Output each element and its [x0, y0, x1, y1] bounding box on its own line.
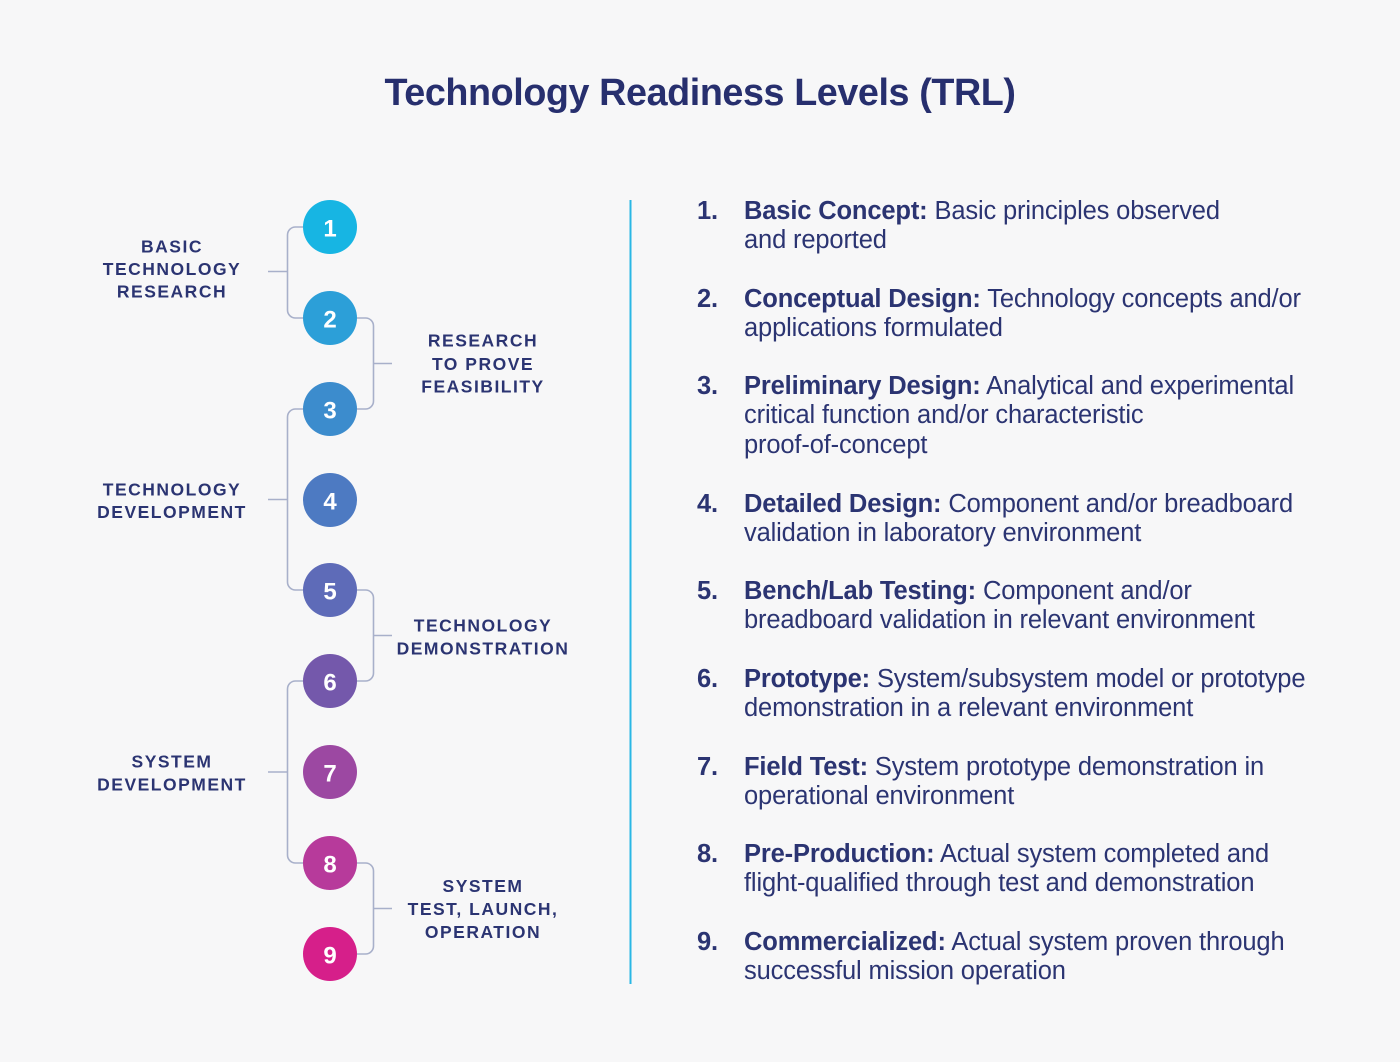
svg-text:DEVELOPMENT: DEVELOPMENT — [97, 502, 247, 522]
svg-text:TECHNOLOGY: TECHNOLOGY — [103, 479, 241, 499]
svg-text:OPERATION: OPERATION — [425, 922, 541, 942]
svg-text:6: 6 — [323, 670, 336, 697]
svg-text:FEASIBILITY: FEASIBILITY — [421, 377, 544, 397]
svg-text:7: 7 — [323, 761, 336, 788]
svg-text:9: 9 — [323, 943, 336, 970]
svg-text:DEMONSTRATION: DEMONSTRATION — [397, 638, 570, 658]
svg-text:BASIC: BASIC — [141, 236, 203, 256]
svg-text:SYSTEM: SYSTEM — [443, 876, 524, 896]
svg-text:1: 1 — [323, 216, 336, 243]
svg-text:RESEARCH: RESEARCH — [428, 331, 538, 351]
svg-text:5: 5 — [323, 579, 336, 606]
svg-text:8: 8 — [323, 852, 336, 879]
svg-text:SYSTEM: SYSTEM — [132, 751, 213, 771]
svg-text:TECHNOLOGY: TECHNOLOGY — [414, 615, 552, 635]
svg-text:RESEARCH: RESEARCH — [117, 281, 227, 301]
svg-text:4: 4 — [323, 489, 337, 516]
svg-text:2: 2 — [323, 307, 336, 334]
svg-text:TECHNOLOGY: TECHNOLOGY — [103, 259, 241, 279]
svg-text:TO PROVE: TO PROVE — [432, 354, 534, 374]
svg-text:3: 3 — [323, 398, 336, 425]
svg-text:DEVELOPMENT: DEVELOPMENT — [97, 774, 247, 794]
svg-text:TEST, LAUNCH,: TEST, LAUNCH, — [408, 899, 559, 919]
